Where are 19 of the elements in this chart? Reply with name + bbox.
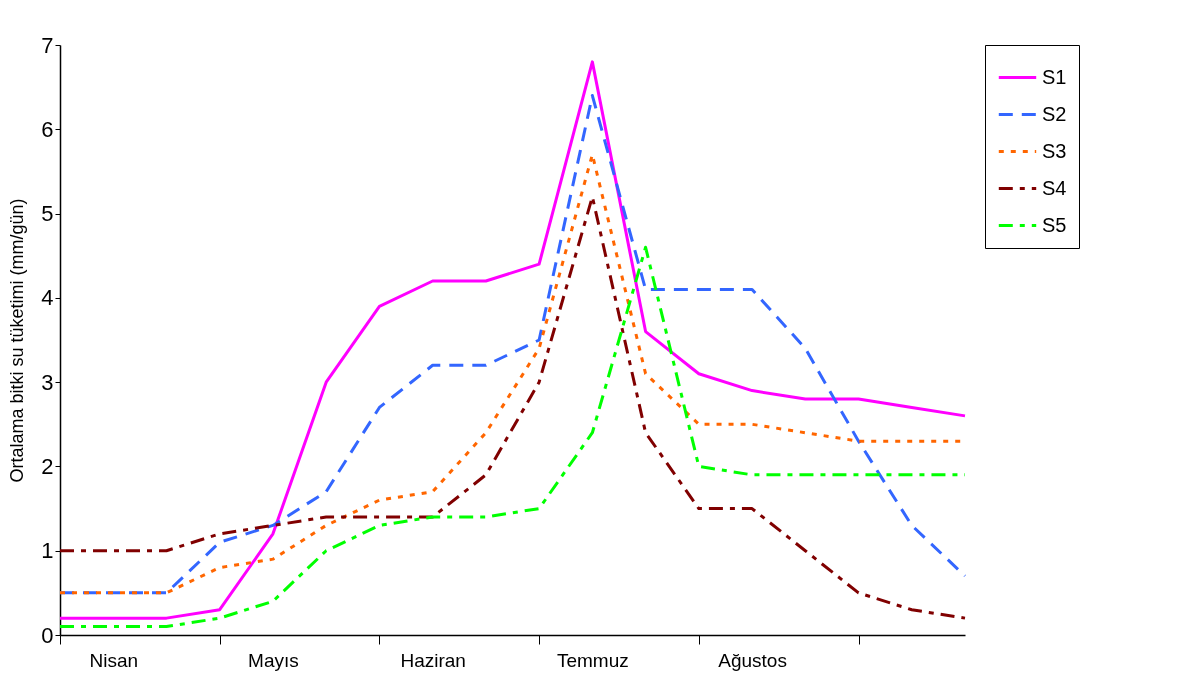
x-tick-label: Ağustos <box>718 649 787 671</box>
x-tick-label: Haziran <box>400 649 466 671</box>
legend-label: S5 <box>1042 213 1067 236</box>
x-tick-label: Temmuz <box>556 649 629 671</box>
x-tick-label: Mayıs <box>248 649 299 671</box>
y-tick-label: 5 <box>41 201 54 227</box>
legend-label: S3 <box>1042 139 1067 162</box>
y-tick-label: 4 <box>41 285 54 311</box>
y-tick-label: 3 <box>41 369 54 395</box>
legend-label: S1 <box>1042 65 1067 88</box>
y-tick-label: 1 <box>41 538 54 564</box>
y-tick-label: 7 <box>41 32 54 58</box>
legend-label: S4 <box>1042 176 1067 199</box>
legend-label: S2 <box>1042 102 1067 125</box>
y-tick-label: 6 <box>41 116 54 142</box>
y-axis-title: Ortalama bitki su tüketimi (mm/gün) <box>7 198 28 483</box>
y-tick-label: 0 <box>41 622 54 648</box>
x-tick-label: Nisan <box>89 649 139 671</box>
y-tick-label: 2 <box>41 453 54 479</box>
